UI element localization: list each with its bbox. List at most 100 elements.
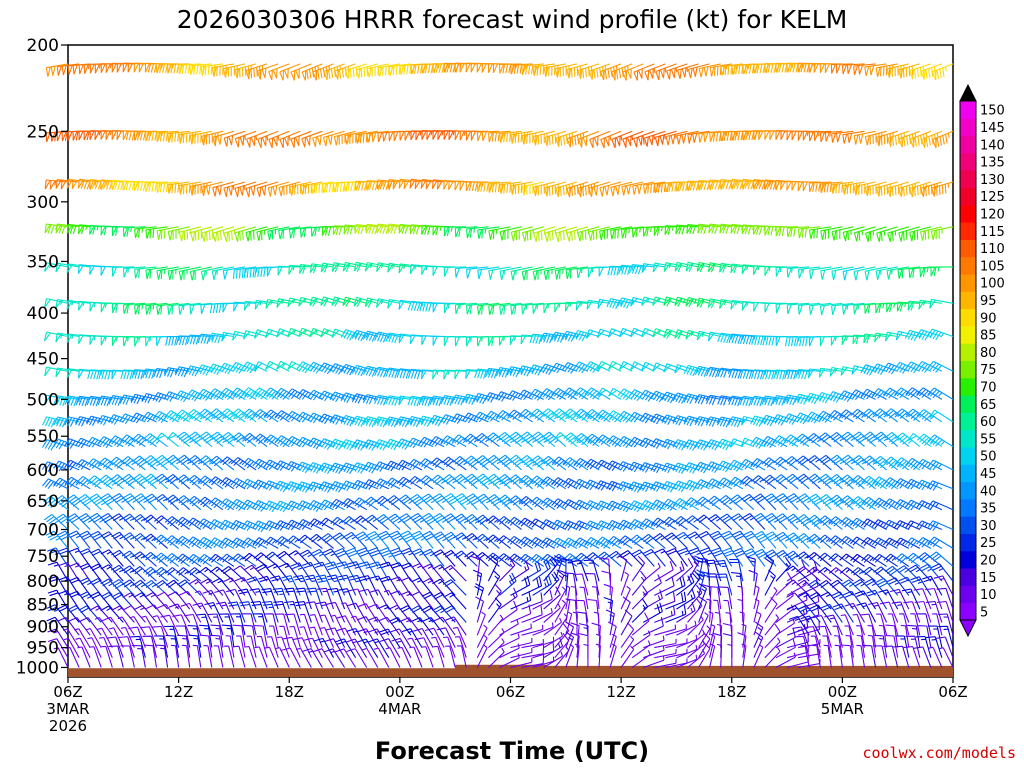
wind-barb [89,530,113,549]
wind-barb [915,635,932,658]
wind-barb [245,226,268,242]
wind-barb [838,390,865,403]
wind-barb [133,181,157,192]
wind-barb [884,431,910,448]
wind-barb [256,181,279,198]
wind-barb [631,612,650,636]
wind-barb [232,624,246,648]
wind-barb [499,572,517,596]
wind-barb [532,559,551,582]
wind-barb [818,454,843,471]
wind-barb [296,361,323,374]
wind-barb [543,266,566,281]
wind-barb [893,645,910,668]
wind-barb [828,431,854,448]
x-tick-label: 06Z [53,683,82,701]
wind-barb [794,635,810,658]
wind-barb [686,531,711,549]
wind-barb [565,621,575,648]
wind-barb [499,302,522,316]
x-tick-label: 18Z [275,683,304,701]
wind-barb [313,561,334,582]
wind-barb [57,616,80,636]
wind-barb [432,605,456,623]
wind-barb [199,578,224,596]
wind-barb [141,615,157,636]
wind-barb [595,643,601,668]
wind-barb [577,130,600,148]
wind-barb [366,130,389,143]
wind-barb [100,493,124,511]
wind-barb [301,130,323,148]
wind-barb [663,532,688,549]
wind-barb [499,63,522,74]
wind-barb [897,266,920,279]
wind-barb [267,226,290,241]
wind-barb [554,613,568,636]
wind-barb [561,520,589,531]
wind-barb [896,565,921,582]
wind-barb [344,130,367,145]
wind-barb [101,616,124,636]
wind-barb [345,547,368,567]
wind-barb [167,181,190,194]
wind-barb [486,473,511,490]
wind-barb [67,605,91,623]
wind-barb [864,181,887,197]
wind-barb [140,626,158,648]
wind-barb [212,226,235,242]
wind-barb [817,432,843,448]
wind-barb [335,638,357,658]
wind-barb [223,226,246,242]
wind-barb [620,226,644,239]
colorbar-label: 130 [980,173,1005,188]
wind-barb [253,625,268,648]
wind-barb [90,548,113,567]
wind-barb [185,389,213,402]
wind-barb [698,641,711,668]
wind-barb [862,644,877,668]
wind-barb [737,632,747,658]
wind-barb [43,495,69,511]
wind-barb [895,330,920,341]
wind-barb [334,63,356,80]
wind-barb [122,226,146,238]
wind-barb [263,613,279,636]
wind-barb [296,500,323,512]
wind-barb [237,588,257,610]
wind-barb [111,531,135,549]
wind-barb [346,648,368,668]
wind-barb [729,558,744,582]
wind-barb [683,479,710,492]
wind-barb [687,584,703,610]
credit-text[interactable]: coolwx.com/models [862,744,1016,762]
wind-barb [407,415,434,428]
wind-barb [409,493,434,511]
wind-barb [620,635,635,659]
wind-barb [850,567,876,582]
wind-barb [311,548,334,567]
wind-barb [165,634,180,658]
wind-barb [464,514,489,530]
wind-barb [499,557,516,582]
wind-barb [617,410,644,424]
wind-barb [77,493,102,511]
wind-barb [286,535,312,549]
wind-barb [643,635,665,649]
colorbar-segment [960,516,976,534]
wind-barb [676,634,698,649]
wind-barb [882,362,910,375]
wind-barb [184,613,202,636]
y-tick-label: 850 [27,596,59,616]
wind-barb [307,481,334,493]
wind-barb [562,477,589,490]
wind-barb [707,514,733,530]
wind-barb [274,500,301,513]
wind-barb [484,367,511,379]
wind-barb [739,475,766,490]
wind-barb [913,646,932,668]
wind-barb [65,494,91,511]
wind-barb [309,626,323,648]
wind-barb [275,647,290,668]
wind-barb [895,432,921,448]
